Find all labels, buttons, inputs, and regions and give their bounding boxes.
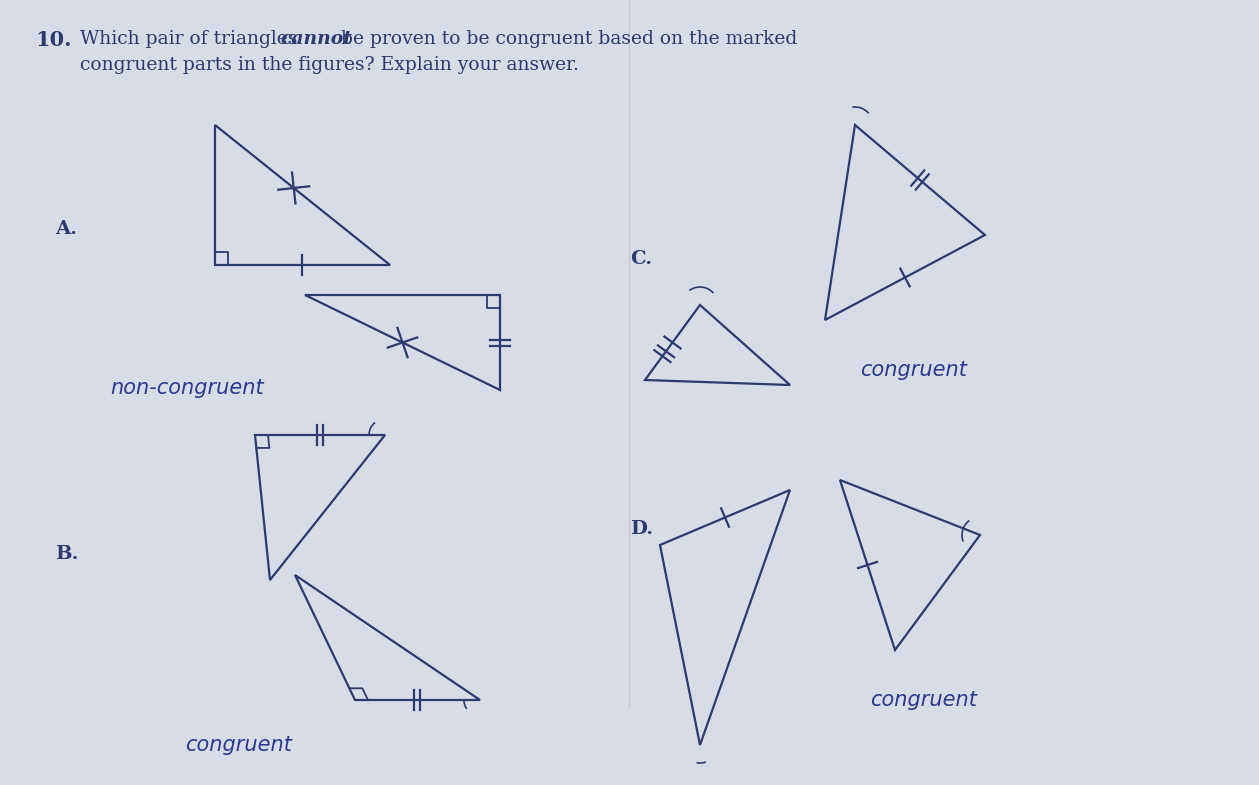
Text: D.: D. xyxy=(630,520,653,538)
Text: congruent: congruent xyxy=(860,360,967,380)
Text: be proven to be congruent based on the marked: be proven to be congruent based on the m… xyxy=(335,30,797,48)
Text: 10.: 10. xyxy=(35,30,72,50)
Text: cannot: cannot xyxy=(279,30,351,48)
Text: B.: B. xyxy=(55,545,78,563)
Text: congruent: congruent xyxy=(870,690,977,710)
Text: congruent parts in the figures? Explain your answer.: congruent parts in the figures? Explain … xyxy=(81,56,579,74)
Text: congruent: congruent xyxy=(185,735,292,755)
Text: non-congruent: non-congruent xyxy=(110,378,263,398)
Text: C.: C. xyxy=(630,250,652,268)
Text: Which pair of triangles: Which pair of triangles xyxy=(81,30,303,48)
Text: A.: A. xyxy=(55,220,77,238)
